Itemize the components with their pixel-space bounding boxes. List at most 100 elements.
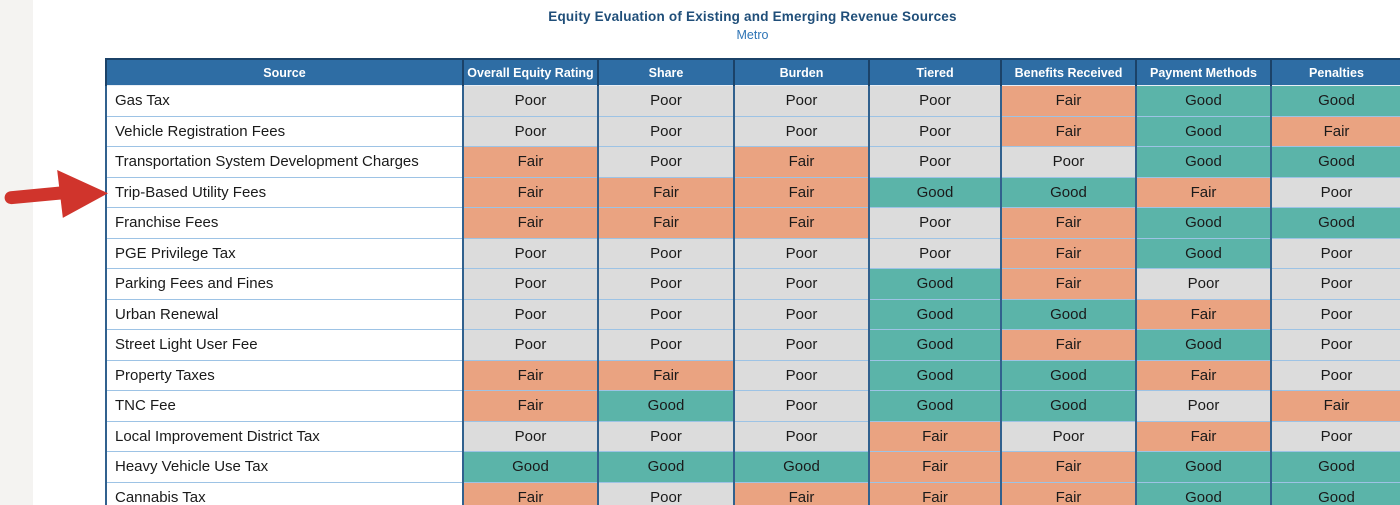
rating-cell: Good bbox=[1000, 390, 1136, 421]
rating-cell: Fair bbox=[1135, 176, 1271, 208]
source-cell: Local Improvement District Tax bbox=[105, 420, 463, 452]
column-header-tiered: Tiered bbox=[868, 59, 1001, 86]
rating-cell: Poor bbox=[868, 207, 1001, 238]
rating-cell: Poor bbox=[868, 85, 1001, 116]
rating-cell: Fair bbox=[597, 207, 734, 238]
rating-cell: Poor bbox=[1270, 268, 1400, 299]
source-cell: Vehicle Registration Fees bbox=[105, 115, 463, 147]
rating-cell: Fair bbox=[1000, 207, 1136, 238]
rating-cell: Good bbox=[733, 451, 869, 482]
rating-cell: Poor bbox=[597, 146, 734, 177]
rating-cell: Good bbox=[1135, 237, 1271, 269]
rating-cell: Fair bbox=[597, 359, 734, 391]
source-cell: Street Light User Fee bbox=[105, 329, 463, 360]
rating-cell: Good bbox=[1000, 176, 1136, 208]
rating-cell: Fair bbox=[462, 207, 598, 238]
red-arrow-icon bbox=[4, 170, 109, 218]
rating-cell: Good bbox=[1270, 146, 1400, 177]
table-row: Transportation System Development Charge… bbox=[105, 146, 1400, 177]
rating-cell: Poor bbox=[1270, 176, 1400, 208]
rating-cell: Poor bbox=[462, 115, 598, 147]
rating-cell: Good bbox=[868, 298, 1001, 330]
table-row: Street Light User Fee Poor Poor Poor Good Fai… bbox=[105, 329, 1400, 360]
column-header-benefits-received: Benefits Received bbox=[1000, 59, 1136, 86]
rating-cell: Fair bbox=[597, 176, 734, 208]
table-row: Urban Renewal Poor Poor Poor Good Good Fair Poo… bbox=[105, 298, 1400, 330]
rating-cell: Good bbox=[868, 176, 1001, 208]
source-cell: Heavy Vehicle Use Tax bbox=[105, 451, 463, 482]
rating-cell: Fair bbox=[1000, 268, 1136, 299]
rating-cell: Poor bbox=[733, 329, 869, 360]
rating-cell: Poor bbox=[733, 268, 869, 299]
rating-cell: Fair bbox=[462, 481, 598, 505]
rating-cell: Fair bbox=[1135, 298, 1271, 330]
rating-cell: Good bbox=[1135, 207, 1271, 238]
rating-cell: Good bbox=[1135, 481, 1271, 505]
rating-cell: Fair bbox=[1000, 115, 1136, 147]
source-cell: Cannabis Tax bbox=[105, 481, 463, 505]
source-cell: PGE Privilege Tax bbox=[105, 237, 463, 269]
rating-cell: Good bbox=[868, 390, 1001, 421]
rating-cell: Good bbox=[1135, 329, 1271, 360]
table-row: Property Taxes Fair Fair Poor Good Good Fair Po… bbox=[105, 359, 1400, 391]
table-row: Vehicle Registration Fees Poor Poor Poor Poo… bbox=[105, 115, 1400, 147]
rating-cell: Poor bbox=[733, 298, 869, 330]
rating-cell: Fair bbox=[1000, 237, 1136, 269]
column-header-overall-equity-rating: Overall Equity Rating bbox=[462, 59, 598, 86]
rating-cell: Good bbox=[1135, 146, 1271, 177]
source-cell: Transportation System Development Charge… bbox=[105, 146, 463, 177]
rating-cell: Fair bbox=[462, 176, 598, 208]
source-cell: Gas Tax bbox=[105, 85, 463, 116]
rating-cell: Fair bbox=[462, 390, 598, 421]
source-cell: Trip-Based Utility Fees bbox=[105, 176, 463, 208]
table-row: Gas Tax Poor Poor Poor Poor Fair Good Good bbox=[105, 85, 1400, 116]
rating-cell: Poor bbox=[868, 237, 1001, 269]
rating-cell: Fair bbox=[1135, 359, 1271, 391]
rating-cell: Fair bbox=[1000, 451, 1136, 482]
source-cell: Property Taxes bbox=[105, 359, 463, 391]
table-row: TNC Fee Fair Good Poor Good Good Poor Fair bbox=[105, 390, 1400, 421]
table-row: Heavy Vehicle Use Tax Good Good Good Fair Fai… bbox=[105, 451, 1400, 482]
rating-cell: Good bbox=[1270, 85, 1400, 116]
table-row: Franchise Fees Fair Fair Fair Poor Fair Good Go… bbox=[105, 207, 1400, 238]
rating-cell: Fair bbox=[733, 146, 869, 177]
rating-cell: Poor bbox=[733, 390, 869, 421]
rating-cell: Poor bbox=[733, 237, 869, 269]
rating-cell: Poor bbox=[1270, 420, 1400, 452]
rating-cell: Poor bbox=[1270, 298, 1400, 330]
rating-cell: Fair bbox=[1270, 115, 1400, 147]
rating-cell: Poor bbox=[733, 359, 869, 391]
table-body: Gas Tax Poor Poor Poor Poor Fair Good Good Vehic… bbox=[105, 85, 1400, 505]
source-cell: TNC Fee bbox=[105, 390, 463, 421]
rating-cell: Good bbox=[1135, 451, 1271, 482]
rating-cell: Poor bbox=[597, 329, 734, 360]
equity-rating-table: Source Overall Equity Rating Share Burden Ti… bbox=[105, 58, 1400, 505]
rating-cell: Fair bbox=[1000, 85, 1136, 116]
rating-cell: Good bbox=[597, 451, 734, 482]
rating-cell: Good bbox=[597, 390, 734, 421]
title-block: Equity Evaluation of Existing and Emergi… bbox=[105, 8, 1400, 44]
rating-cell: Fair bbox=[868, 481, 1001, 505]
rating-cell: Poor bbox=[462, 329, 598, 360]
rating-cell: Poor bbox=[462, 420, 598, 452]
source-cell: Urban Renewal bbox=[105, 298, 463, 330]
chart-subtitle: Metro bbox=[736, 28, 769, 43]
table-row: Local Improvement District Tax Poor Poor Po… bbox=[105, 420, 1400, 452]
rating-cell: Fair bbox=[1000, 481, 1136, 505]
rating-cell: Poor bbox=[597, 420, 734, 452]
rating-cell: Poor bbox=[462, 85, 598, 116]
rating-cell: Poor bbox=[733, 85, 869, 116]
rating-cell: Fair bbox=[868, 420, 1001, 452]
rating-cell: Good bbox=[462, 451, 598, 482]
rating-cell: Good bbox=[1270, 207, 1400, 238]
rating-cell: Poor bbox=[1270, 237, 1400, 269]
rating-cell: Fair bbox=[1135, 420, 1271, 452]
rating-cell: Poor bbox=[597, 481, 734, 505]
rating-cell: Fair bbox=[868, 451, 1001, 482]
column-header-source: Source bbox=[105, 59, 463, 86]
source-cell: Franchise Fees bbox=[105, 207, 463, 238]
rating-cell: Fair bbox=[462, 359, 598, 391]
rating-cell: Good bbox=[1270, 451, 1400, 482]
column-header-burden: Burden bbox=[733, 59, 869, 86]
